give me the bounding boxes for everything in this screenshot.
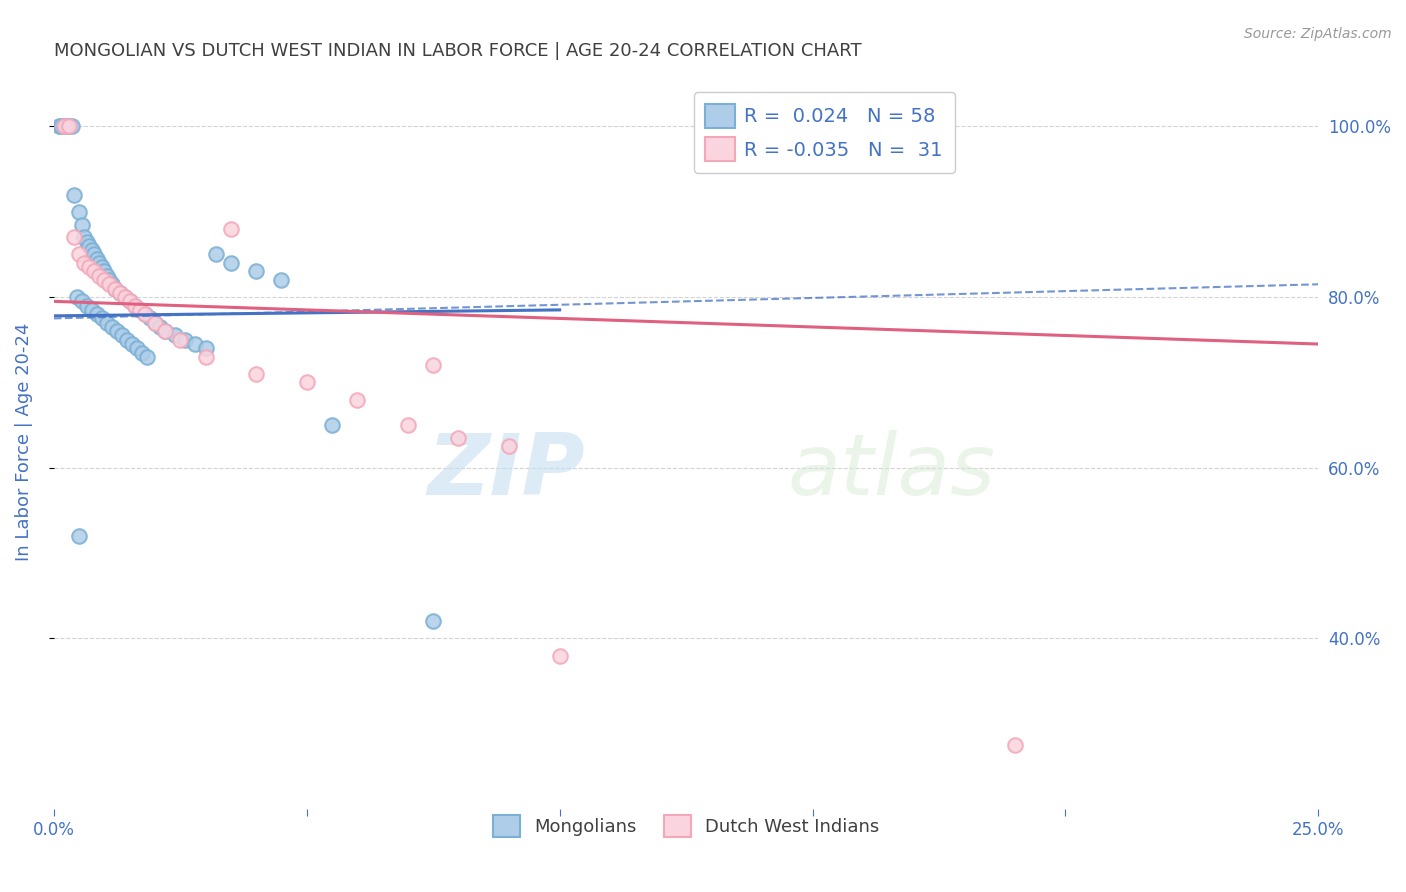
Point: [101, 277, 124, 292]
Point: [136, 350, 159, 364]
Point: [143, 316, 166, 330]
Point: [134, 307, 156, 321]
Point: [83, 247, 105, 261]
Point: [108, 285, 131, 300]
Legend: Mongolians, Dutch West Indians: Mongolians, Dutch West Indians: [485, 807, 887, 844]
Point: [98, 273, 121, 287]
Y-axis label: In Labor Force | Age 20-24: In Labor Force | Age 20-24: [15, 323, 32, 561]
Point: [139, 311, 162, 326]
Point: [169, 333, 191, 347]
Point: [67, 247, 90, 261]
Point: [422, 615, 444, 629]
Point: [76, 299, 98, 313]
Point: [52, 120, 75, 134]
Point: [165, 328, 187, 343]
Point: [270, 273, 292, 287]
Point: [321, 418, 343, 433]
Point: [114, 290, 136, 304]
Point: [118, 294, 141, 309]
Point: [89, 268, 111, 283]
Point: [77, 260, 100, 275]
Point: [98, 277, 121, 292]
Point: [396, 418, 419, 433]
Point: [73, 230, 96, 244]
Point: [80, 302, 103, 317]
Point: [93, 264, 115, 278]
Point: [77, 239, 100, 253]
Point: [93, 273, 115, 287]
Point: [63, 187, 86, 202]
Point: [143, 316, 166, 330]
Point: [114, 290, 136, 304]
Point: [105, 324, 128, 338]
Point: [65, 290, 87, 304]
Point: [51, 120, 73, 134]
Point: [48, 120, 70, 134]
Point: [548, 648, 571, 663]
Point: [70, 294, 93, 309]
Point: [245, 264, 267, 278]
Point: [219, 222, 242, 236]
Point: [89, 256, 111, 270]
Point: [194, 350, 217, 364]
Point: [86, 252, 108, 266]
Point: [447, 431, 470, 445]
Point: [127, 341, 149, 355]
Point: [90, 311, 112, 326]
Point: [60, 120, 83, 134]
Point: [101, 320, 124, 334]
Point: [63, 230, 86, 244]
Point: [67, 204, 90, 219]
Text: ZIP: ZIP: [427, 430, 585, 513]
Point: [67, 529, 90, 543]
Point: [90, 260, 112, 275]
Point: [194, 341, 217, 355]
Text: MONGOLIAN VS DUTCH WEST INDIAN IN LABOR FORCE | AGE 20-24 CORRELATION CHART: MONGOLIAN VS DUTCH WEST INDIAN IN LABOR …: [53, 42, 862, 60]
Point: [96, 268, 118, 283]
Point: [76, 235, 98, 249]
Point: [245, 367, 267, 381]
Point: [70, 218, 93, 232]
Point: [124, 299, 146, 313]
Point: [83, 264, 105, 278]
Point: [121, 337, 143, 351]
Point: [128, 302, 150, 317]
Text: Source: ZipAtlas.com: Source: ZipAtlas.com: [1244, 27, 1392, 41]
Point: [103, 281, 125, 295]
Point: [1004, 738, 1026, 752]
Point: [86, 307, 108, 321]
Point: [80, 243, 103, 257]
Point: [134, 307, 156, 321]
Point: [103, 281, 125, 295]
Point: [149, 320, 172, 334]
Point: [184, 337, 207, 351]
Point: [58, 120, 80, 134]
Point: [124, 299, 146, 313]
Point: [128, 302, 150, 317]
Text: atlas: atlas: [787, 430, 995, 513]
Point: [204, 247, 226, 261]
Point: [153, 324, 176, 338]
Point: [73, 256, 96, 270]
Point: [115, 333, 138, 347]
Point: [219, 256, 242, 270]
Point: [346, 392, 368, 407]
Point: [111, 328, 134, 343]
Point: [153, 324, 176, 338]
Point: [96, 316, 118, 330]
Point: [295, 376, 318, 390]
Point: [422, 359, 444, 373]
Point: [52, 120, 75, 134]
Point: [174, 333, 197, 347]
Point: [108, 285, 131, 300]
Point: [55, 120, 77, 134]
Point: [498, 439, 520, 453]
Point: [58, 120, 80, 134]
Point: [131, 345, 153, 359]
Point: [118, 294, 141, 309]
